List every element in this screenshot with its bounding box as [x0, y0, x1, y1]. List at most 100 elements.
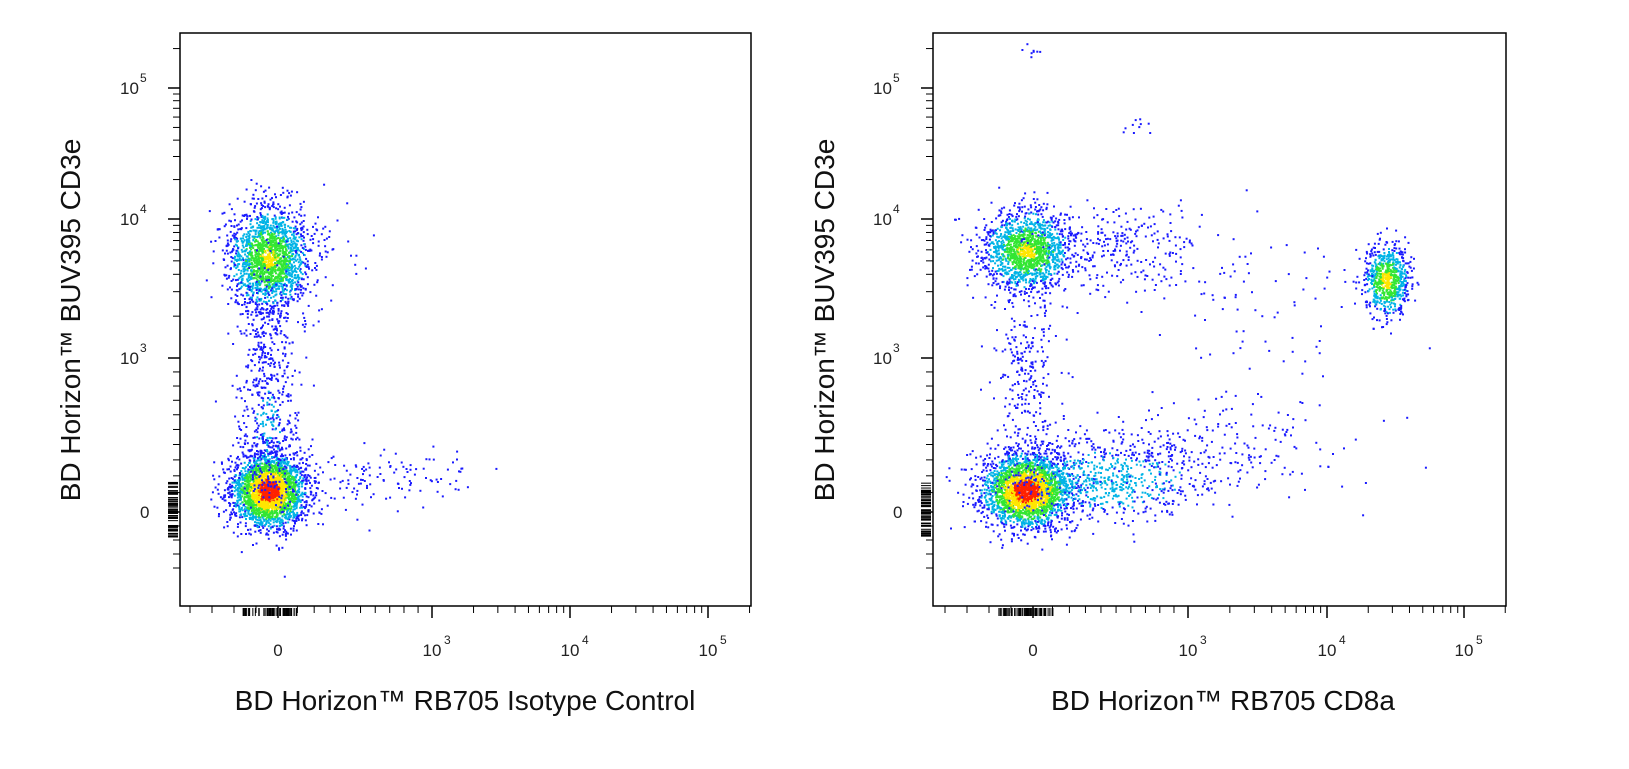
event-dot	[221, 284, 224, 287]
event-dot	[242, 474, 245, 477]
event-dot	[229, 513, 232, 516]
event-dot	[271, 318, 274, 321]
event-dot	[310, 445, 312, 448]
event-dot	[247, 475, 250, 478]
event-dot	[268, 257, 271, 260]
event-dot	[276, 333, 279, 336]
event-dot	[257, 391, 260, 394]
event-dot	[308, 504, 311, 507]
event-dot	[268, 506, 271, 508]
event-dot	[278, 463, 280, 466]
event-dot	[229, 502, 232, 505]
event-dot	[275, 246, 278, 249]
event-dot	[305, 477, 308, 480]
event-dot	[236, 492, 239, 495]
event-dot	[274, 270, 277, 273]
event-dot	[296, 471, 299, 474]
event-dot	[266, 437, 269, 440]
event-dot	[285, 263, 288, 265]
event-dot	[253, 364, 256, 367]
event-dot	[281, 186, 284, 189]
event-dot	[306, 283, 309, 286]
event-dot	[255, 282, 257, 284]
event-dot	[284, 233, 287, 236]
event-dot	[255, 465, 258, 468]
event-dot	[281, 279, 284, 282]
event-dot	[288, 514, 291, 517]
event-dot	[234, 474, 237, 476]
event-dot	[278, 470, 281, 472]
event-dot	[282, 527, 285, 530]
event-dot	[235, 252, 238, 255]
event-dot	[218, 513, 220, 515]
event-dot	[240, 429, 243, 431]
event-dot	[262, 264, 265, 267]
event-dot	[268, 267, 271, 270]
event-dot	[256, 462, 259, 465]
event-dot	[279, 263, 282, 266]
event-dot	[238, 427, 241, 430]
event-dot	[257, 478, 260, 481]
event-dot	[276, 502, 279, 505]
event-dot	[287, 393, 290, 396]
event-dot	[285, 517, 288, 520]
event-dot	[304, 493, 307, 496]
event-dot	[268, 206, 271, 209]
event-dot	[288, 511, 291, 514]
event-dot	[311, 498, 314, 501]
event-dot	[277, 380, 280, 383]
event-dot	[226, 239, 229, 242]
event-dot	[291, 438, 294, 441]
event-dot	[267, 479, 270, 482]
event-dot	[287, 477, 290, 480]
event-dot	[275, 472, 278, 475]
event-dot	[235, 249, 238, 252]
event-dot	[246, 508, 248, 511]
event-dot	[251, 513, 254, 515]
event-dot	[273, 253, 276, 256]
event-dot	[290, 352, 293, 355]
event-dot	[300, 493, 303, 496]
event-dot	[252, 259, 255, 262]
event-dot	[256, 244, 259, 247]
event-dot	[246, 495, 249, 498]
event-dot	[266, 246, 269, 249]
event-dot	[277, 322, 280, 325]
event-dot	[232, 531, 235, 534]
event-dot	[287, 237, 289, 240]
event-dot	[270, 470, 273, 473]
event-dot	[256, 436, 259, 439]
event-dot	[271, 205, 274, 207]
event-dot	[265, 520, 268, 523]
event-dot	[249, 214, 251, 217]
event-dot	[257, 450, 260, 453]
event-dot	[262, 205, 265, 207]
event-dot	[258, 369, 261, 372]
event-dot	[264, 475, 267, 478]
event-dot	[255, 311, 257, 314]
event-dot	[267, 323, 270, 325]
event-dot	[276, 301, 279, 304]
event-dot	[277, 458, 280, 460]
event-dot	[239, 228, 242, 230]
event-dot	[256, 497, 259, 500]
event-dot	[247, 252, 249, 254]
event-dot	[240, 293, 243, 296]
event-dot	[255, 484, 258, 487]
event-dot	[260, 265, 263, 267]
event-dot	[256, 236, 259, 238]
event-dot	[255, 243, 258, 246]
event-dot	[258, 512, 260, 514]
event-dot	[276, 264, 279, 267]
event-dot	[306, 514, 309, 517]
event-dot	[240, 285, 243, 288]
event-dot	[299, 208, 302, 211]
event-dot	[233, 479, 236, 482]
event-dot	[243, 298, 246, 300]
event-dot	[265, 245, 268, 248]
event-dot	[290, 287, 293, 290]
event-dot	[249, 506, 252, 509]
event-dot	[237, 420, 240, 423]
event-dot	[287, 498, 290, 501]
event-dot	[277, 440, 280, 443]
